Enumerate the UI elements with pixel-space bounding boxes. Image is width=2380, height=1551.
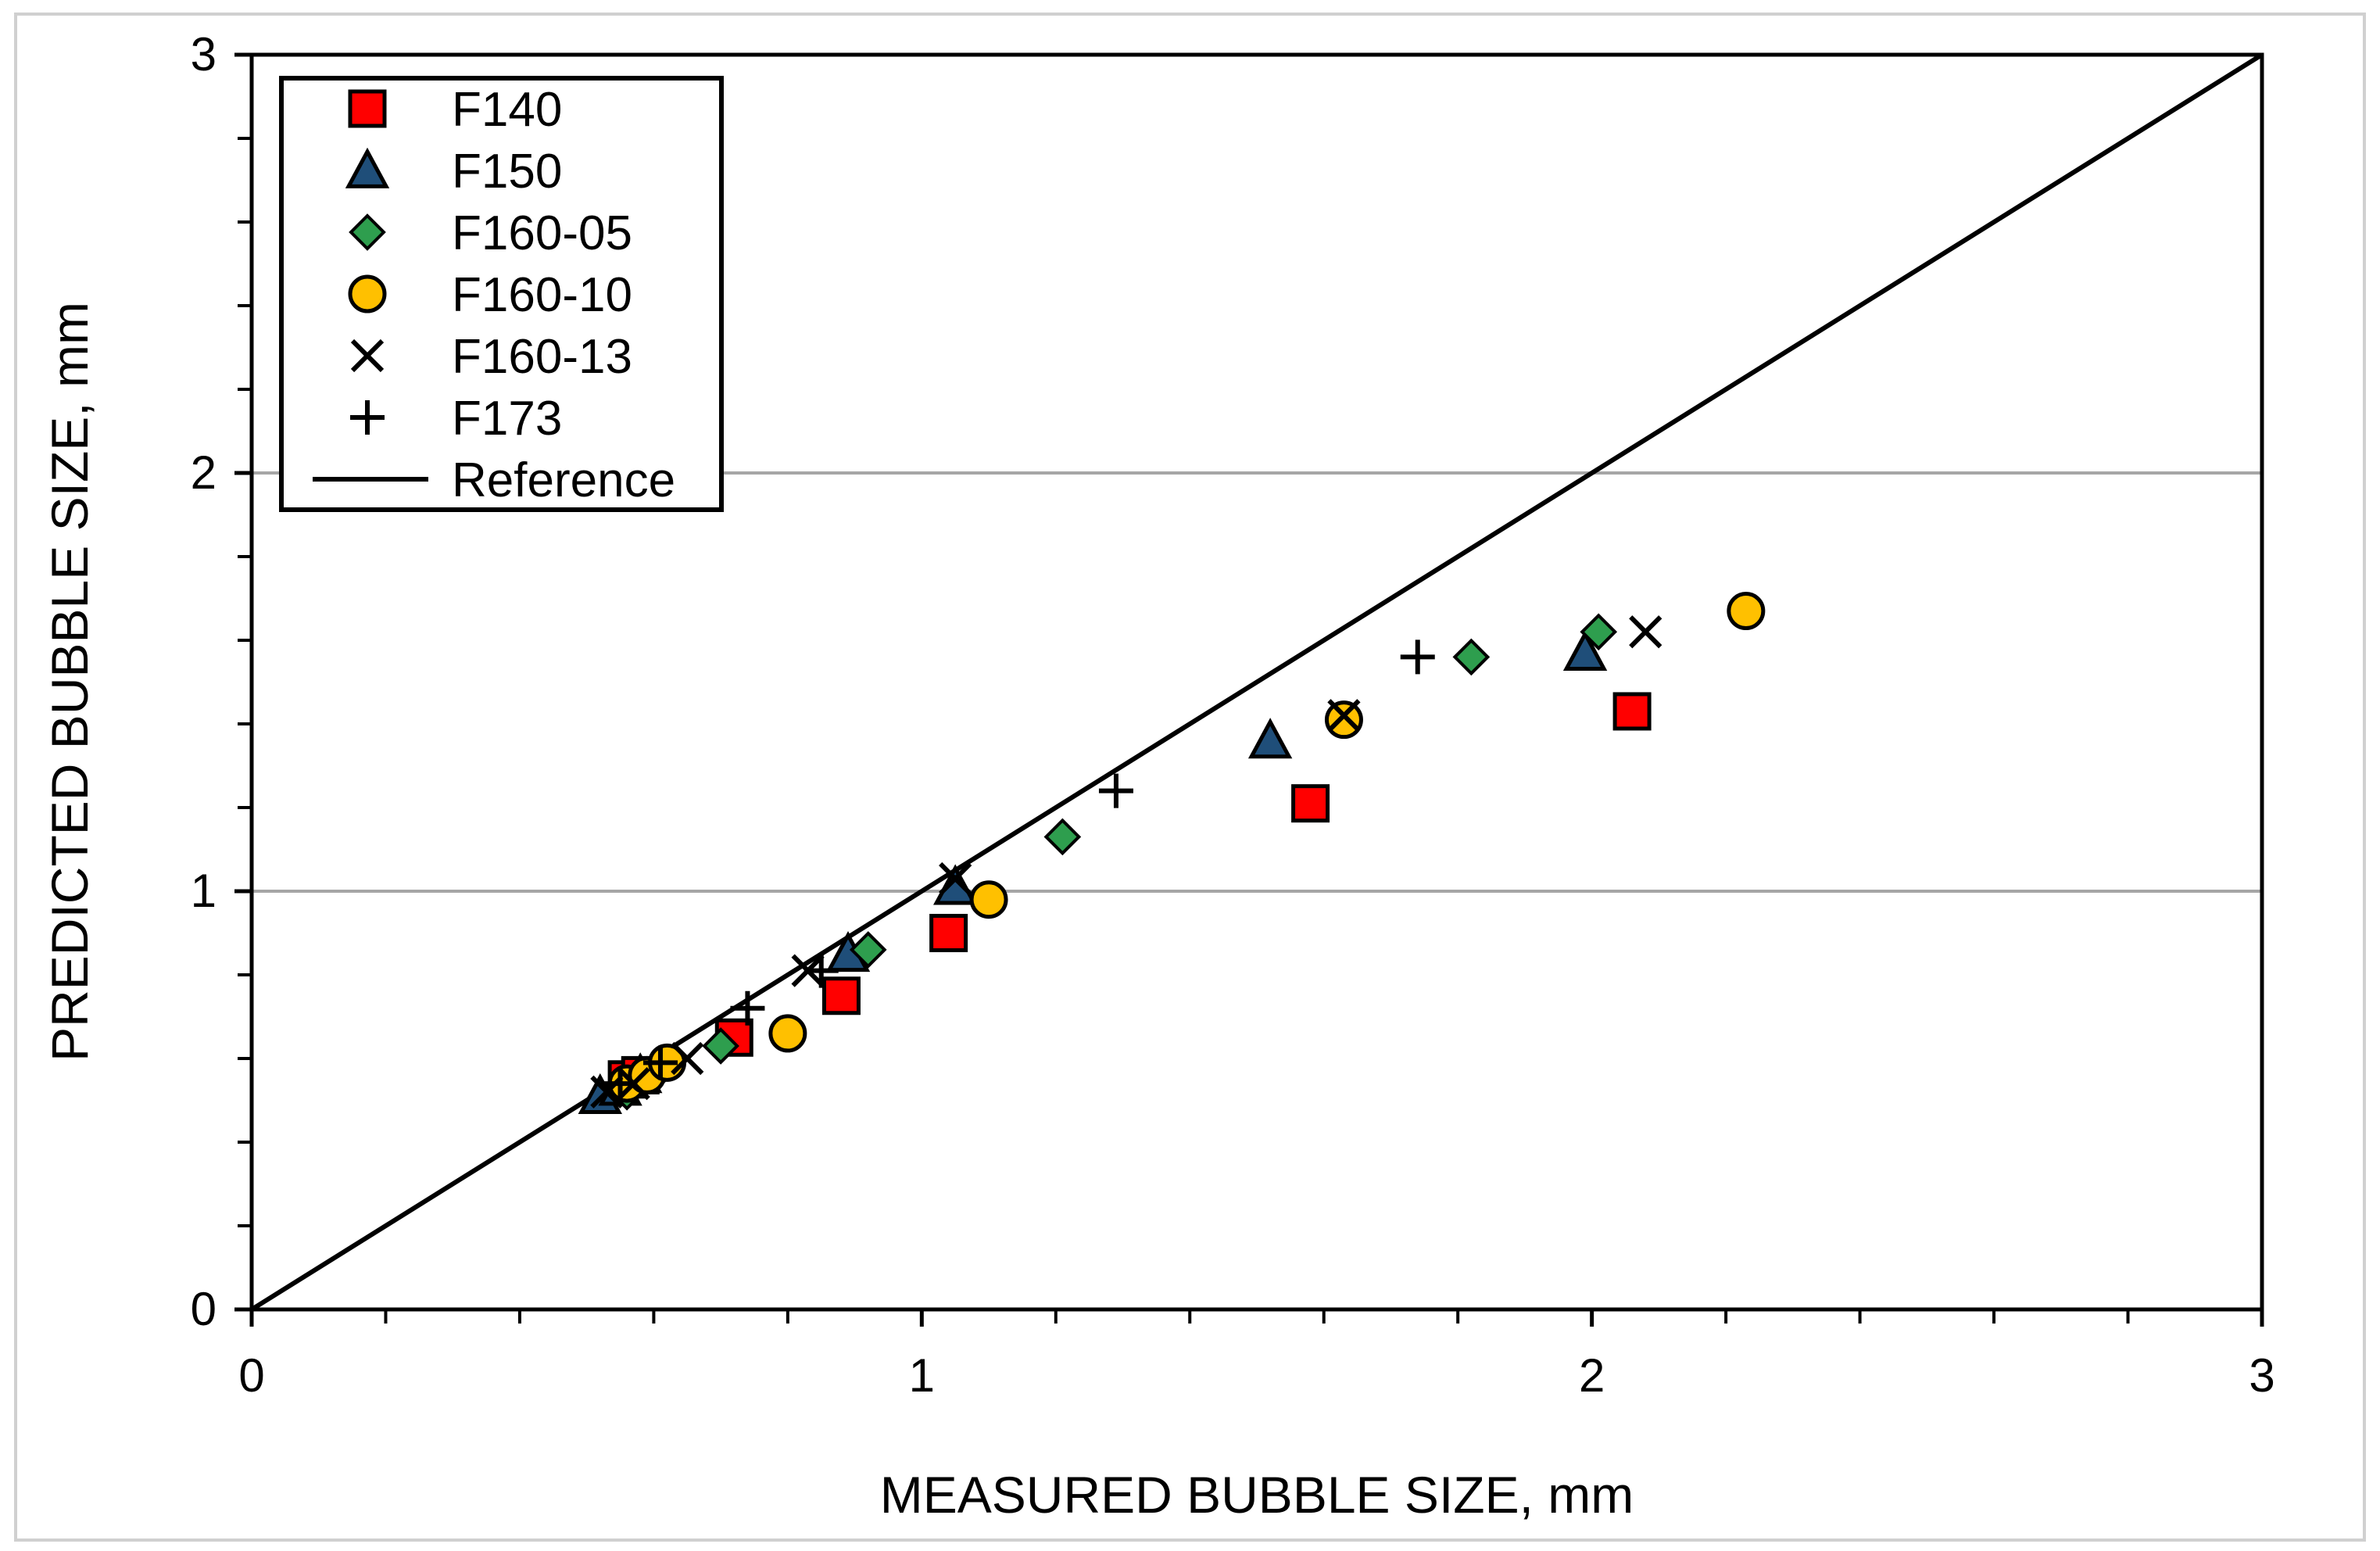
point-f160-13-5 xyxy=(1327,699,1361,733)
y-tick-label-0: 0 xyxy=(191,1283,217,1335)
point-f173-0 xyxy=(603,1066,638,1101)
point-f173-1 xyxy=(642,1045,678,1080)
legend-label-f150: F150 xyxy=(452,145,562,199)
legend-marker-f160-10 xyxy=(348,274,387,313)
point-f160-05-6 xyxy=(1580,613,1618,651)
y-axis-title: PREDICTED BUBBLE SIZE, mm xyxy=(41,302,98,1062)
y-tick-label-1: 1 xyxy=(191,865,217,917)
point-f160-05-4 xyxy=(1043,818,1082,856)
legend-marker-f150 xyxy=(345,147,390,188)
point-f160-13-2 xyxy=(671,1041,704,1076)
legend-label-f160-13: F160-13 xyxy=(452,330,632,384)
point-f173-5 xyxy=(1400,639,1435,675)
y-tick-label-2: 2 xyxy=(191,446,217,499)
point-f140-5 xyxy=(1291,784,1330,823)
point-f173-2 xyxy=(730,990,765,1026)
legend-marker-f160-13 xyxy=(350,338,385,373)
point-f173-3 xyxy=(803,953,839,988)
point-f160-13-6 xyxy=(1629,615,1662,649)
point-f160-10-4 xyxy=(969,880,1008,919)
legend-label-f160-05: F160-05 xyxy=(452,206,632,260)
point-f160-10-5 xyxy=(1324,700,1363,740)
point-f140-4 xyxy=(929,914,968,952)
point-f150-5 xyxy=(1247,718,1293,759)
point-f173-4 xyxy=(1098,773,1133,808)
point-f160-10-6 xyxy=(1727,592,1766,631)
x-tick-label-3: 3 xyxy=(2249,1349,2274,1402)
x-tick-label-2: 2 xyxy=(1579,1349,1605,1402)
point-f160-05-5 xyxy=(1452,638,1491,676)
legend-marker-f140 xyxy=(348,89,387,128)
legend-marker-f160-05 xyxy=(349,213,386,251)
point-f160-05-3 xyxy=(849,931,887,969)
point-f160-05-2 xyxy=(702,1027,739,1065)
point-f160-10-3 xyxy=(768,1014,807,1053)
point-f140-6 xyxy=(1612,692,1652,731)
x-tick-label-0: 0 xyxy=(238,1349,264,1402)
legend-label-f173: F173 xyxy=(452,392,562,446)
data-points xyxy=(578,592,1766,1115)
axis-ticks xyxy=(234,52,2264,1327)
legend-items: F140 F150 F160-05 F160-10 F160-13 F173 Referen… xyxy=(313,83,675,507)
x-tick-label-1: 1 xyxy=(909,1349,935,1402)
axis-tick-labels: 0 1 2 3 0 1 2 3 xyxy=(191,28,2275,1402)
plot-area-border xyxy=(249,52,2264,1312)
legend: F140 F150 F160-05 F160-10 F160-13 F173 Referen… xyxy=(279,76,724,512)
legend-label-f140: F140 xyxy=(452,83,562,137)
y-tick-label-3: 3 xyxy=(191,28,217,81)
point-f160-13-4 xyxy=(939,861,972,896)
legend-label-f160-10: F160-10 xyxy=(452,268,632,322)
legend-marker-f173 xyxy=(350,400,385,435)
x-axis-title: MEASURED BUBBLE SIZE, mm xyxy=(880,1466,1634,1524)
point-f140-3 xyxy=(821,976,861,1015)
point-f150-6 xyxy=(1562,629,1608,671)
legend-label-reference: Reference xyxy=(452,453,675,507)
